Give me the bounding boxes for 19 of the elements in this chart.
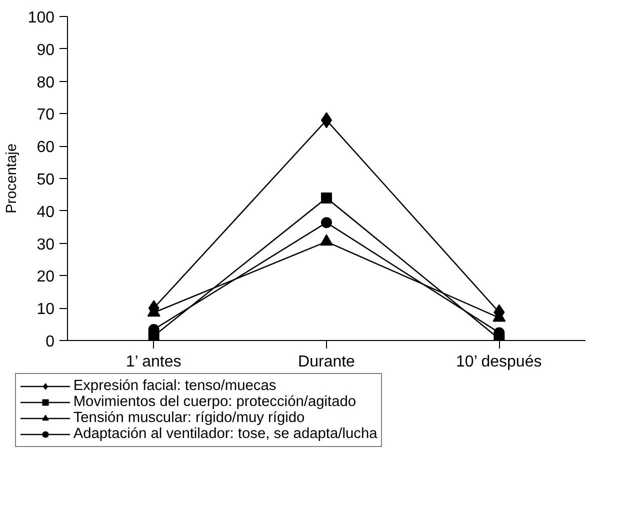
x-tick-label: 10’ después [456, 354, 542, 370]
y-tick-label: 50 [36, 172, 55, 188]
y-tick-label: 30 [36, 236, 55, 254]
y-tick-label: 80 [36, 74, 55, 92]
y-axis-title: Procentaje [4, 143, 20, 214]
legend-label: Expresión facial: tenso/muecas [73, 378, 276, 394]
y-tick-label: 70 [36, 106, 55, 124]
y-tick-label: 40 [36, 204, 55, 221]
y-tick-label: 10 [36, 301, 55, 318]
x-tick-label: Durante [298, 354, 356, 370]
y-tick-label: 100 [28, 10, 55, 26]
legend-label: Movimientos del cuerpo: protección/agitado [73, 394, 356, 410]
y-tick-label: 90 [36, 42, 55, 59]
legend-label: Tensión muscular: rígido/muy rígido [73, 410, 305, 426]
y-tick-label: 0 [46, 334, 55, 350]
y-tick-label: 20 [36, 268, 55, 286]
legend-label: Adaptación al ventilador: tose, se adapta/lucha [73, 426, 378, 442]
x-tick-label: 1’ antes [126, 354, 182, 370]
y-tick-label: 60 [36, 139, 55, 156]
